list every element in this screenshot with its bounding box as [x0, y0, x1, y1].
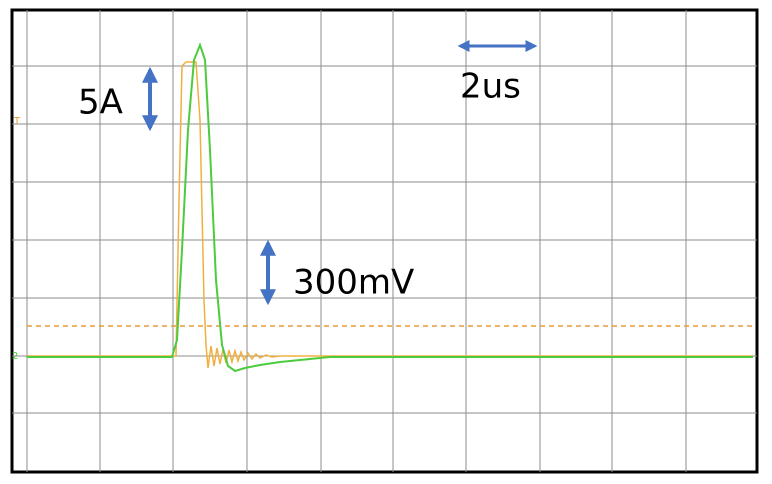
grid [12, 10, 757, 472]
channel-marker: 2 [12, 351, 18, 362]
current-scale: 5A [78, 83, 123, 123]
frame [10, 8, 759, 474]
voltage-trace [27, 42, 753, 373]
time-scale: 2us [460, 67, 521, 107]
voltage-scale: 300mV [293, 263, 414, 303]
channel-marker: T [13, 116, 21, 127]
